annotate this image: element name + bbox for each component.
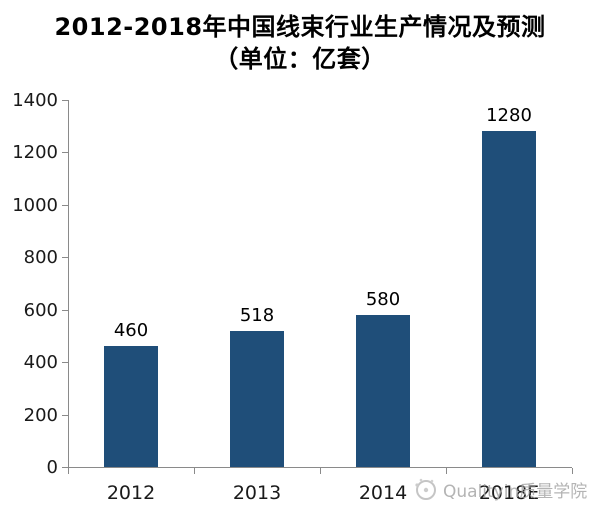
y-tick-label: 400	[23, 352, 58, 374]
watermark: Qualityin质量学院	[412, 476, 587, 502]
y-tick-label: 200	[23, 404, 58, 426]
chart-title: 2012-2018年中国线束行业生产情况及预测 （单位：亿套）	[0, 12, 600, 75]
bar-2013	[230, 331, 284, 467]
y-axis-line	[68, 100, 69, 468]
chart-title-line1: 2012-2018年中国线束行业生产情况及预测	[54, 13, 546, 41]
x-tick-mark	[320, 468, 321, 474]
bar-value-label: 518	[239, 305, 275, 327]
y-tick-mark	[62, 414, 68, 416]
bar-value-label: 1280	[486, 105, 532, 127]
bar-2018E	[482, 131, 536, 467]
y-tick-mark	[62, 257, 68, 259]
y-tick-label: 600	[23, 299, 58, 321]
y-tick-label: 1200	[12, 142, 58, 164]
bar-value-label: 460	[113, 320, 149, 342]
bar-2014	[356, 314, 410, 467]
y-tick-mark	[62, 152, 68, 154]
watermark-text: Qualityin质量学院	[443, 481, 588, 502]
y-tick-mark	[62, 204, 68, 206]
x-tick-mark	[572, 468, 573, 474]
x-tick-label: 2018E	[478, 482, 540, 504]
x-tick-label: 2013	[232, 482, 282, 504]
y-tick-mark	[62, 362, 68, 364]
x-tick-mark	[446, 468, 447, 474]
y-tick-mark	[62, 100, 68, 101]
qualityin-logo-icon	[415, 478, 436, 500]
chart-title-line2: （单位：亿套）	[214, 44, 386, 73]
x-axis-line	[68, 467, 572, 468]
y-tick-label: 0	[46, 457, 58, 478]
y-tick-mark	[62, 309, 68, 311]
x-tick-mark	[68, 468, 69, 474]
y-tick-label: 800	[23, 247, 58, 269]
x-tick-mark	[194, 468, 195, 474]
x-tick-label: 2012	[106, 482, 156, 504]
y-tick-mark	[62, 467, 68, 468]
y-tick-label: 1000	[12, 194, 58, 216]
bar-value-label: 580	[365, 288, 401, 310]
bar-2012	[104, 346, 158, 467]
x-tick-label: 2014	[358, 482, 408, 504]
y-tick-label: 1400	[12, 90, 58, 111]
